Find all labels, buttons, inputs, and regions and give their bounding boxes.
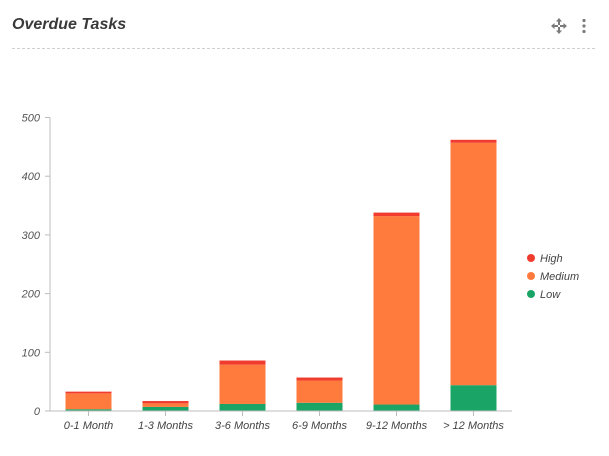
legend-label: Medium: [540, 271, 579, 283]
y-axis: 0 100 200 300 400 500: [21, 113, 51, 418]
y-tick-label: 200: [21, 289, 41, 301]
y-tick-label: 400: [22, 171, 41, 183]
legend-marker: [527, 290, 535, 298]
bar-high-3[interactable]: [296, 377, 343, 381]
legend[interactable]: High Medium Low: [527, 253, 579, 301]
x-tick-label: 9-12 Months: [366, 420, 428, 432]
legend-marker: [527, 254, 535, 262]
bar-high-4[interactable]: [373, 212, 420, 217]
legend-label: Low: [540, 289, 561, 301]
widget-header: Overdue Tasks: [0, 0, 609, 50]
legend-marker: [527, 272, 535, 280]
bar-low-3[interactable]: [296, 402, 343, 411]
bar-medium-3[interactable]: [296, 380, 343, 403]
bar-medium-2[interactable]: [219, 364, 266, 404]
bar-low-0[interactable]: [65, 409, 112, 411]
bar-high-1[interactable]: [142, 401, 189, 404]
bar-high-0[interactable]: [65, 391, 112, 394]
move-icon[interactable]: [551, 18, 567, 34]
legend-item-medium[interactable]: Medium: [527, 271, 579, 283]
legend-label: High: [540, 253, 563, 265]
x-tick-label: 6-9 Months: [292, 420, 348, 432]
bar-medium-0[interactable]: [65, 393, 112, 410]
x-tick-label: 0-1 Month: [64, 420, 114, 432]
x-tick-label: > 12 Months: [443, 420, 504, 432]
more-vertical-icon[interactable]: [578, 18, 590, 34]
bar-low-4[interactable]: [373, 404, 420, 411]
bars: [65, 139, 497, 411]
y-tick-label: 100: [22, 347, 41, 359]
x-tick-label: 1-3 Months: [138, 420, 194, 432]
y-tick-label: 500: [22, 113, 41, 125]
x-tick-label: 3-6 Months: [215, 420, 271, 432]
bar-high-2[interactable]: [219, 360, 266, 365]
legend-item-high[interactable]: High: [527, 253, 563, 265]
bar-low-2[interactable]: [219, 403, 266, 411]
bar-medium-4[interactable]: [373, 216, 420, 405]
bar-low-1[interactable]: [142, 406, 189, 411]
y-tick-label: 300: [22, 230, 41, 242]
x-axis: 0-1 Month 1-3 Months 3-6 Months 6-9 Months 9…: [50, 410, 512, 432]
widget-title: Overdue Tasks: [12, 16, 127, 33]
bar-medium-5[interactable]: [450, 142, 497, 386]
bar-low-5[interactable]: [450, 385, 497, 411]
bar-medium-1[interactable]: [142, 403, 189, 407]
y-tick-label: 0: [34, 406, 41, 418]
bar-high-5[interactable]: [450, 139, 497, 143]
header-divider: [12, 48, 595, 49]
legend-item-low[interactable]: Low: [527, 289, 561, 301]
